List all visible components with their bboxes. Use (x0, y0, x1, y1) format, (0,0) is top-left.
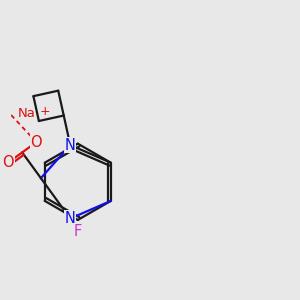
Text: Na: Na (17, 107, 35, 120)
Text: O: O (31, 135, 42, 150)
Text: F: F (74, 224, 82, 238)
Text: O: O (2, 155, 14, 170)
Text: +: + (40, 105, 50, 118)
Text: N: N (65, 137, 76, 152)
Text: N: N (65, 211, 76, 226)
